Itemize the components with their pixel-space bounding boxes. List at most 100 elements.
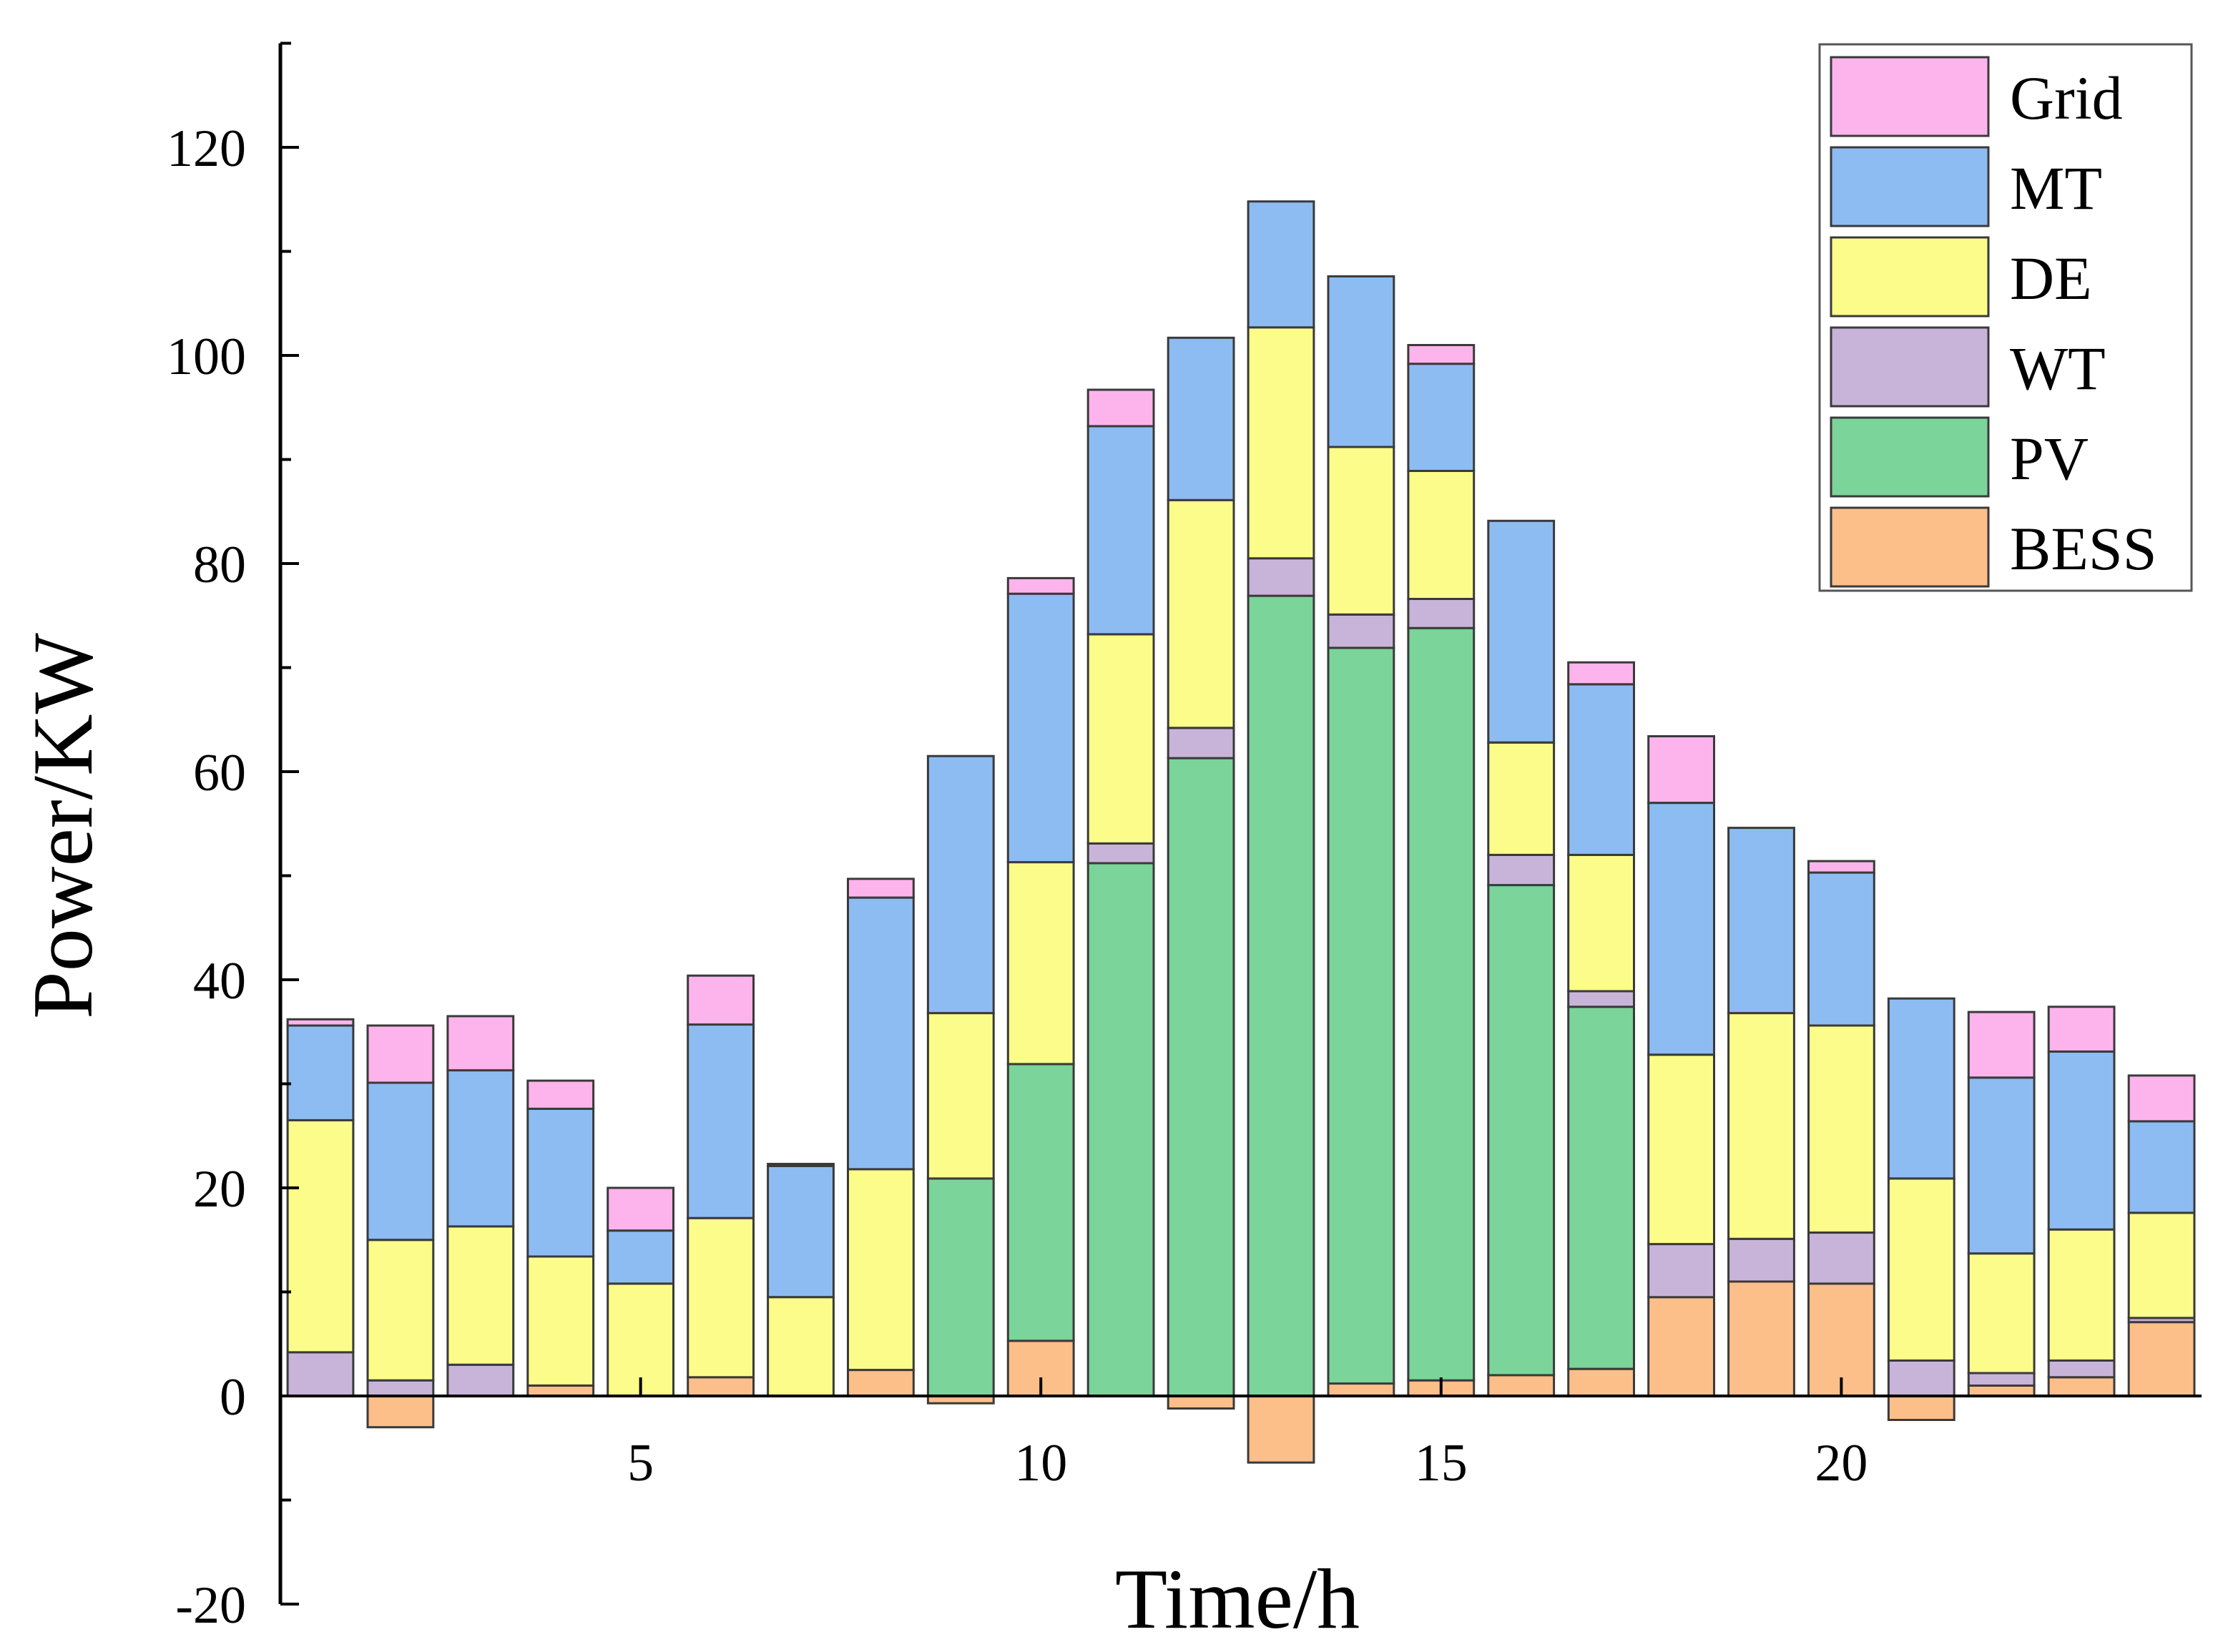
bar-segment-bess-h6 — [687, 1376, 755, 1397]
bar-segment-mt-h16 — [1487, 519, 1556, 744]
bar-segment-mt-h2 — [366, 1081, 435, 1242]
bar-segment-bess-h2 — [366, 1395, 435, 1429]
bar-segment-de-h13 — [1247, 326, 1315, 560]
bar-segment-de-h8 — [847, 1168, 915, 1372]
bar-segment-mt-h11 — [1086, 425, 1155, 636]
bar-segment-mt-h6 — [687, 1023, 755, 1219]
bar-segment-grid-h4 — [526, 1079, 595, 1110]
bar-segment-wt-h17 — [1567, 990, 1635, 1008]
bar-segment-mt-h13 — [1247, 200, 1315, 329]
bar-segment-wt-h3 — [446, 1363, 515, 1397]
bar-segment-grid-h7 — [767, 1163, 835, 1167]
bar-segment-mt-h12 — [1167, 336, 1235, 501]
bar-segment-wt-h22 — [1967, 1372, 2036, 1387]
y-tick-label: 80 — [193, 536, 246, 594]
x-tick-label: 15 — [1415, 1434, 1468, 1493]
legend-swatch-de — [1830, 236, 1990, 318]
bar-segment-wt-h15 — [1407, 598, 1476, 629]
legend: Grid MT DE WT PV BESS — [1818, 43, 2193, 592]
bar-segment-bess-h19 — [1727, 1280, 1795, 1397]
bar-segment-de-h9 — [926, 1012, 995, 1180]
x-tick-label: 20 — [1815, 1434, 1868, 1493]
bar-segment-mt-h17 — [1567, 683, 1635, 856]
bar-segment-grid-h1 — [286, 1018, 355, 1027]
bar-segment-mt-h7 — [767, 1164, 835, 1299]
bar-segment-de-h12 — [1167, 498, 1235, 729]
bar-segment-grid-h15 — [1407, 344, 1476, 365]
bar-segment-mt-h1 — [286, 1024, 355, 1121]
bar-segment-mt-h24 — [2127, 1120, 2196, 1214]
bar-segment-grid-h24 — [2127, 1074, 2196, 1123]
bar-segment-de-h23 — [2047, 1228, 2116, 1362]
bar-segment-wt-h12 — [1167, 727, 1235, 759]
bar-segment-mt-h22 — [1967, 1076, 2036, 1255]
bar-segment-pv-h13 — [1247, 594, 1315, 1397]
bar-segment-de-h11 — [1086, 633, 1155, 845]
bar-segment-grid-h8 — [847, 877, 915, 899]
y-tick-label: 20 — [193, 1160, 246, 1219]
bar-segment-bess-h8 — [847, 1369, 915, 1397]
bar-segment-mt-h4 — [526, 1107, 595, 1258]
bar-segment-grid-h6 — [687, 974, 755, 1026]
y-tick-label: 0 — [220, 1368, 246, 1427]
bar-segment-pv-h12 — [1167, 757, 1235, 1397]
bar-segment-mt-h3 — [446, 1069, 515, 1228]
legend-label-bess: BESS — [2010, 514, 2157, 583]
bar-segment-grid-h23 — [2047, 1006, 2116, 1053]
bar-segment-mt-h18 — [1647, 802, 1715, 1056]
bar-segment-bess-h23 — [2047, 1376, 2116, 1397]
y-tick-label: -20 — [175, 1576, 246, 1635]
legend-label-de: DE — [2010, 244, 2092, 313]
bar-segment-wt-h19 — [1727, 1237, 1795, 1283]
bar-segment-grid-h18 — [1647, 735, 1715, 805]
bar-segment-grid-h17 — [1567, 661, 1635, 686]
bar-segment-de-h22 — [1967, 1252, 2036, 1375]
y-tick-label: 60 — [193, 744, 246, 802]
bar-segment-grid-h20 — [1807, 860, 1875, 874]
legend-swatch-grid — [1830, 56, 1990, 137]
bar-segment-de-h21 — [1887, 1177, 1955, 1362]
x-axis-title: Time/h — [1115, 1551, 1360, 1646]
bar-segment-mt-h10 — [1006, 592, 1075, 864]
axes-layer: -20 0 20 40 60 80 100 120 5 10 15 20 — [167, 41, 2202, 1635]
bar-segment-pv-h15 — [1407, 626, 1476, 1382]
bar-segment-wt-h21 — [1887, 1360, 1955, 1397]
bar-segment-de-h7 — [767, 1296, 835, 1397]
bar-segment-mt-h21 — [1887, 997, 1955, 1180]
bar-segment-mt-h20 — [1807, 871, 1875, 1027]
bar-segment-de-h15 — [1407, 470, 1476, 600]
bar-segment-mt-h23 — [2047, 1050, 2116, 1231]
bar-segment-de-h10 — [1006, 861, 1075, 1066]
bar-segment-de-h17 — [1567, 853, 1635, 993]
y-axis-title: Power/KW — [15, 632, 110, 1019]
legend-swatch-bess — [1830, 506, 1990, 588]
y-tick-label: 40 — [193, 952, 246, 1011]
bar-segment-pv-h14 — [1327, 646, 1395, 1385]
bar-segment-pv-h11 — [1086, 862, 1155, 1397]
bar-segment-de-h24 — [2127, 1211, 2196, 1319]
bar-segment-bess-h24 — [2127, 1321, 2196, 1397]
bar-segment-de-h6 — [687, 1216, 755, 1379]
y-tick-label: 120 — [167, 119, 246, 178]
bar-segment-bess-h17 — [1567, 1367, 1635, 1397]
bar-segment-wt-h18 — [1647, 1243, 1715, 1299]
bar-segment-bess-h22 — [1967, 1385, 2036, 1397]
bar-segment-wt-h16 — [1487, 853, 1556, 887]
bar-segment-grid-h3 — [446, 1015, 515, 1072]
legend-swatch-pv — [1830, 416, 1990, 498]
bar-segment-wt-h14 — [1327, 613, 1395, 649]
bar-segment-bess-h18 — [1647, 1296, 1715, 1397]
bar-segment-de-h2 — [366, 1239, 435, 1382]
bar-segment-bess-h4 — [526, 1385, 595, 1397]
bar-segment-grid-h11 — [1086, 388, 1155, 428]
bar-segment-wt-h11 — [1086, 842, 1155, 865]
bar-segment-mt-h19 — [1727, 827, 1795, 1015]
bar-segment-wt-h2 — [366, 1379, 435, 1397]
bar-segment-bess-h20 — [1807, 1282, 1875, 1397]
bar-segment-bess-h21 — [1887, 1395, 1955, 1421]
x-tick-label: 10 — [1014, 1434, 1067, 1493]
bar-segment-bess-h13 — [1247, 1395, 1315, 1464]
bar-segment-pv-h9 — [926, 1177, 995, 1397]
bar-segment-de-h18 — [1647, 1053, 1715, 1246]
